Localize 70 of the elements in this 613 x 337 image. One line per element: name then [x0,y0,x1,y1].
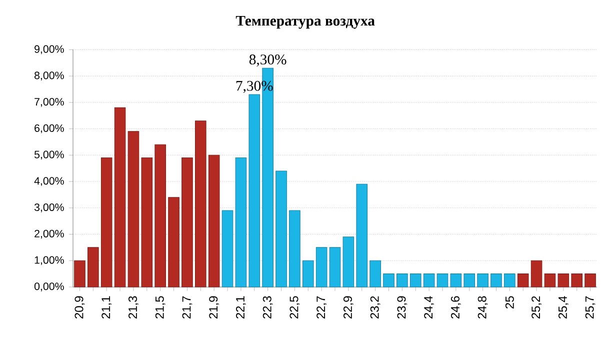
x-tick-label: 21,9 [209,296,220,318]
bar [356,184,368,288]
bar [276,170,287,288]
x-tick-label: 24,8 [478,296,488,318]
bar [182,158,193,288]
y-tick-label: 9,00% [34,45,64,54]
bar [530,260,542,288]
bar [114,107,126,288]
x-tick-label: 22,3 [262,296,273,318]
x-tick-label: 25,2 [532,296,542,318]
y-tick-label: 6,00% [34,124,64,134]
bar [302,260,314,288]
x-tick-label: 23,9 [397,296,408,318]
x-tick-label: 24,6 [450,296,461,318]
x-tick-label: 20,9 [74,296,85,318]
bar [517,274,529,288]
bar [396,274,408,288]
y-tick-label: 4,00% [34,177,64,186]
bar [490,274,502,288]
bar [208,154,220,288]
x-tick-label: 22,7 [316,296,327,318]
x-tick-label: 21,7 [182,296,192,318]
x-tick-label: 25,4 [558,296,568,318]
bar [477,274,488,288]
bar [289,210,300,288]
bar [316,247,328,288]
bar [74,260,86,288]
x-tick-label: 21,5 [155,296,166,318]
bar [383,274,394,288]
bar [222,210,234,288]
bar [436,274,448,288]
bar [370,260,381,288]
bar [141,158,153,288]
y-tick-label: 3,00% [34,203,64,212]
bar [128,131,140,288]
y-tick-label: 7,00% [34,98,64,107]
bar [450,274,462,288]
bar [100,158,112,288]
bar [544,274,556,288]
y-tick-label: 8,00% [34,72,64,80]
chart-title: Температура воздуха [236,16,375,29]
bar [195,120,206,288]
bar [584,274,596,288]
bar [504,274,516,288]
bar [571,274,582,288]
y-tick-label: 5,00% [34,150,64,160]
x-tick-label: 25,7 [585,296,596,318]
bar [235,158,247,288]
bar [154,144,166,288]
bar [558,274,570,288]
bar [248,94,260,288]
bar [168,197,180,288]
bar [410,274,422,288]
x-tick-label: 22,5 [290,296,300,318]
bar [423,274,435,288]
x-tick-label: 23,2 [370,296,380,318]
x-tick-label: 21,3 [128,296,138,318]
y-tick-label: 1,00% [34,256,64,266]
x-tick-label: 24,4 [424,296,434,318]
x-tick-label: 25 [505,296,514,308]
data-label: 8,30% [249,54,286,67]
bar [88,247,99,288]
x-tick-label: 22,1 [236,296,246,318]
bar [464,274,476,288]
x-tick-label: 22,9 [343,296,354,318]
x-tick-label: 21,1 [102,296,112,318]
y-tick-label: 0,00% [34,282,64,292]
bar [342,236,354,288]
bar [329,247,341,288]
y-tick-label: 2,00% [34,230,64,239]
